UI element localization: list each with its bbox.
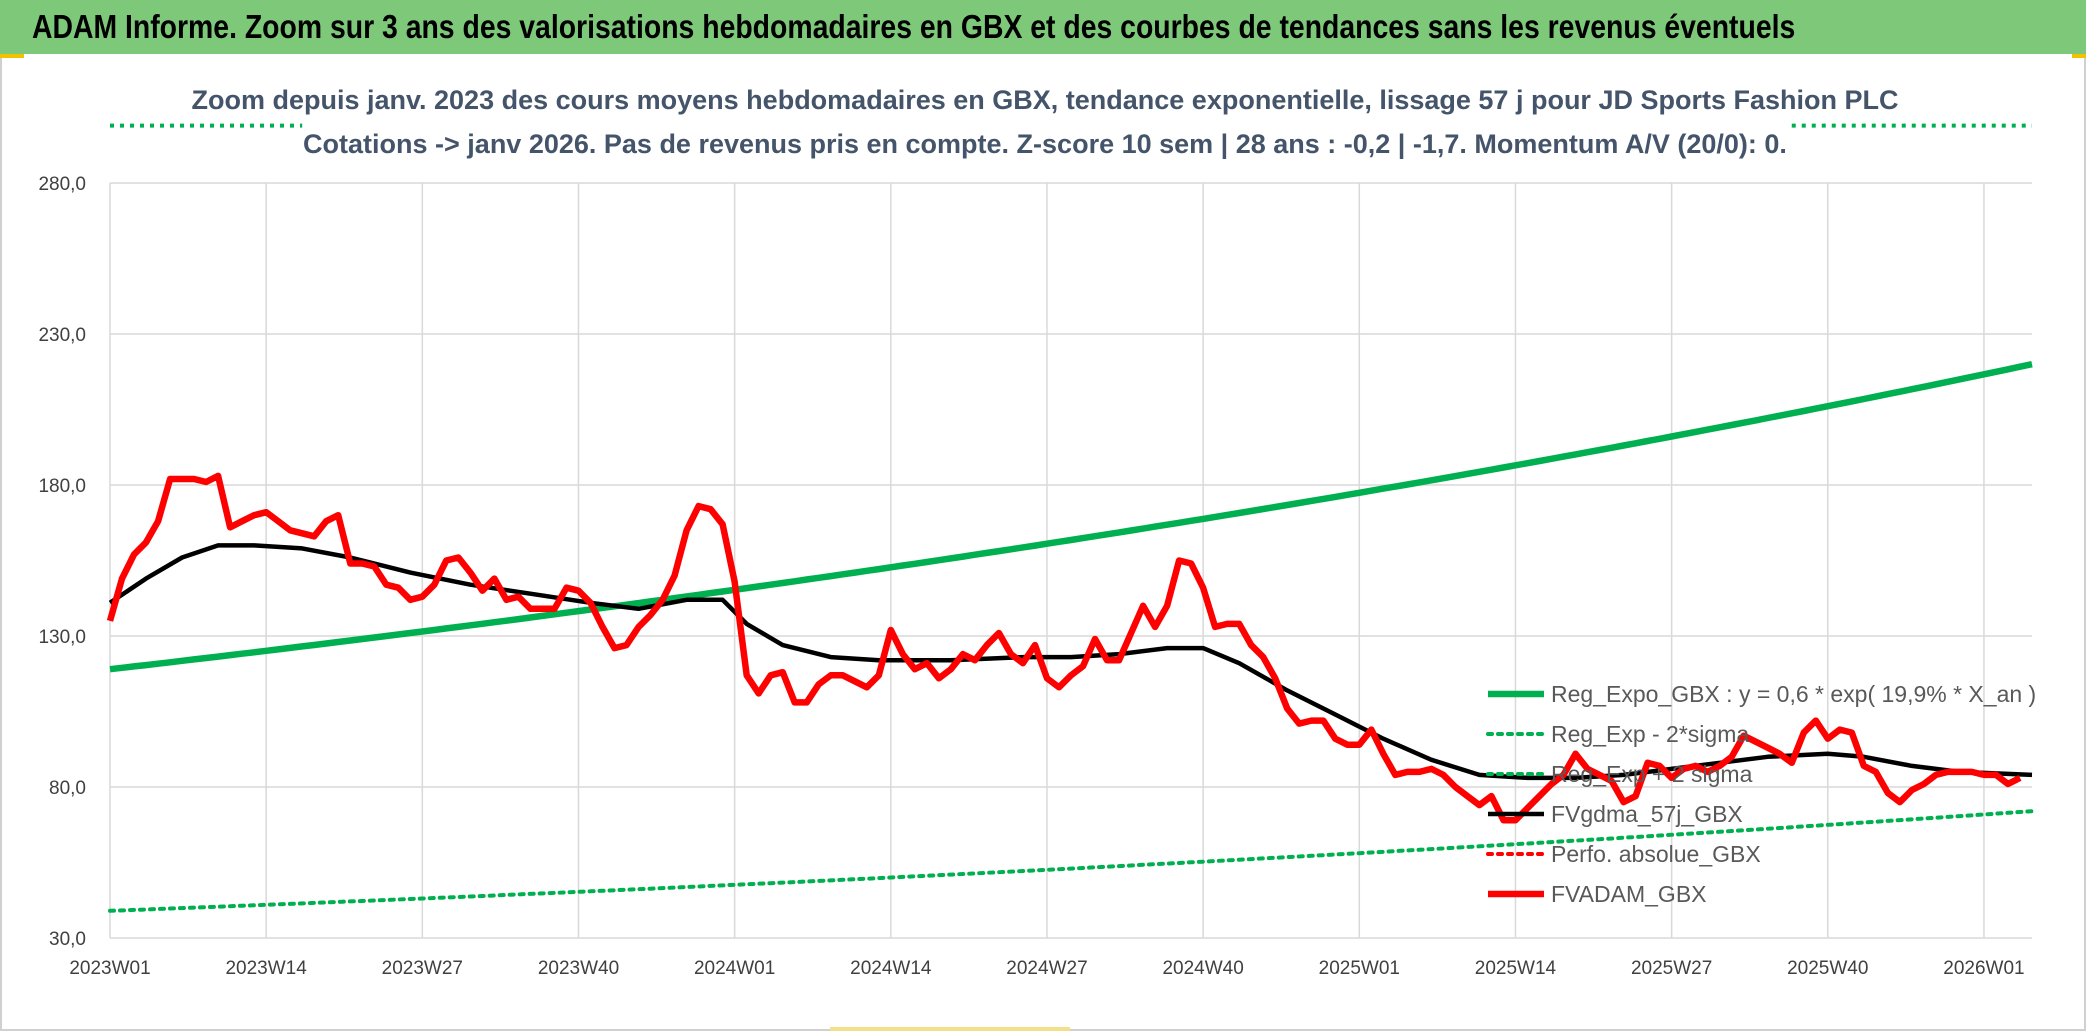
frame-bottom-accent — [830, 1027, 1070, 1031]
x-tick-label: 2026W01 — [1943, 958, 2024, 979]
legend-label: FVgdma_57j_GBX — [1551, 801, 1743, 827]
x-tick-label: 2025W01 — [1319, 958, 1400, 979]
y-tick-label: 180,0 — [38, 476, 86, 497]
series-group — [106, 123, 2034, 913]
y-tick-label: 130,0 — [38, 627, 86, 648]
y-tick-label: 280,0 — [38, 174, 86, 195]
y-axis: 30,0 80,0 130,0 180,0 230,0 280,0 — [38, 174, 86, 950]
x-tick-label: 2024W01 — [694, 958, 775, 979]
x-tick-label: 2025W27 — [1631, 958, 1712, 979]
report-banner: ADAM Informe. Zoom sur 3 ans des valoris… — [0, 0, 2086, 54]
chart-title-line-1: Zoom depuis janv. 2023 des cours moyens … — [192, 85, 1899, 115]
x-axis: 2023W01 2023W14 2023W27 2023W40 2024W01 2024W… — [69, 958, 2024, 979]
x-tick-label: 2023W14 — [225, 958, 307, 979]
legend-label: Reg_Expo_GBX : y = 0,6 * exp( 19,9% * X_… — [1551, 681, 2036, 707]
frame-corner-accent — [2072, 54, 2086, 58]
series-price-line — [106, 472, 2022, 824]
y-tick-label: 80,0 — [49, 778, 86, 799]
x-tick-label: 2025W14 — [1475, 958, 1557, 979]
legend: Reg_Expo_GBX : y = 0,6 * exp( 19,9% * X_… — [1486, 681, 2036, 907]
legend-label: Reg_Exp - 2*sigma — [1551, 721, 1749, 747]
x-tick-label: 2023W27 — [382, 958, 463, 979]
series-lower-sigma-line — [108, 809, 2034, 913]
x-tick-label: 2024W40 — [1162, 958, 1243, 979]
series-trend-line — [109, 361, 2033, 673]
x-tick-label: 2023W40 — [538, 958, 619, 979]
legend-label: Perfo. absolue_GBX — [1551, 841, 1761, 867]
banner-title: ADAM Informe. Zoom sur 3 ans des valoris… — [32, 8, 1796, 45]
x-tick-label: 2024W14 — [850, 958, 932, 979]
y-tick-label: 230,0 — [38, 325, 86, 346]
y-tick-label: 30,0 — [49, 929, 86, 950]
legend-label: FVADAM_GBX — [1551, 881, 1707, 907]
frame-corner-accent — [0, 54, 24, 58]
chart-title-line-2: Cotations -> janv 2026. Pas de revenus p… — [303, 129, 1787, 159]
grid — [109, 182, 2032, 939]
x-tick-label: 2023W01 — [69, 958, 150, 979]
legend-label: Reg_Exp + 2 sigma — [1551, 761, 1753, 787]
x-tick-label: 2025W40 — [1787, 958, 1868, 979]
x-tick-label: 2024W27 — [1006, 958, 1087, 979]
